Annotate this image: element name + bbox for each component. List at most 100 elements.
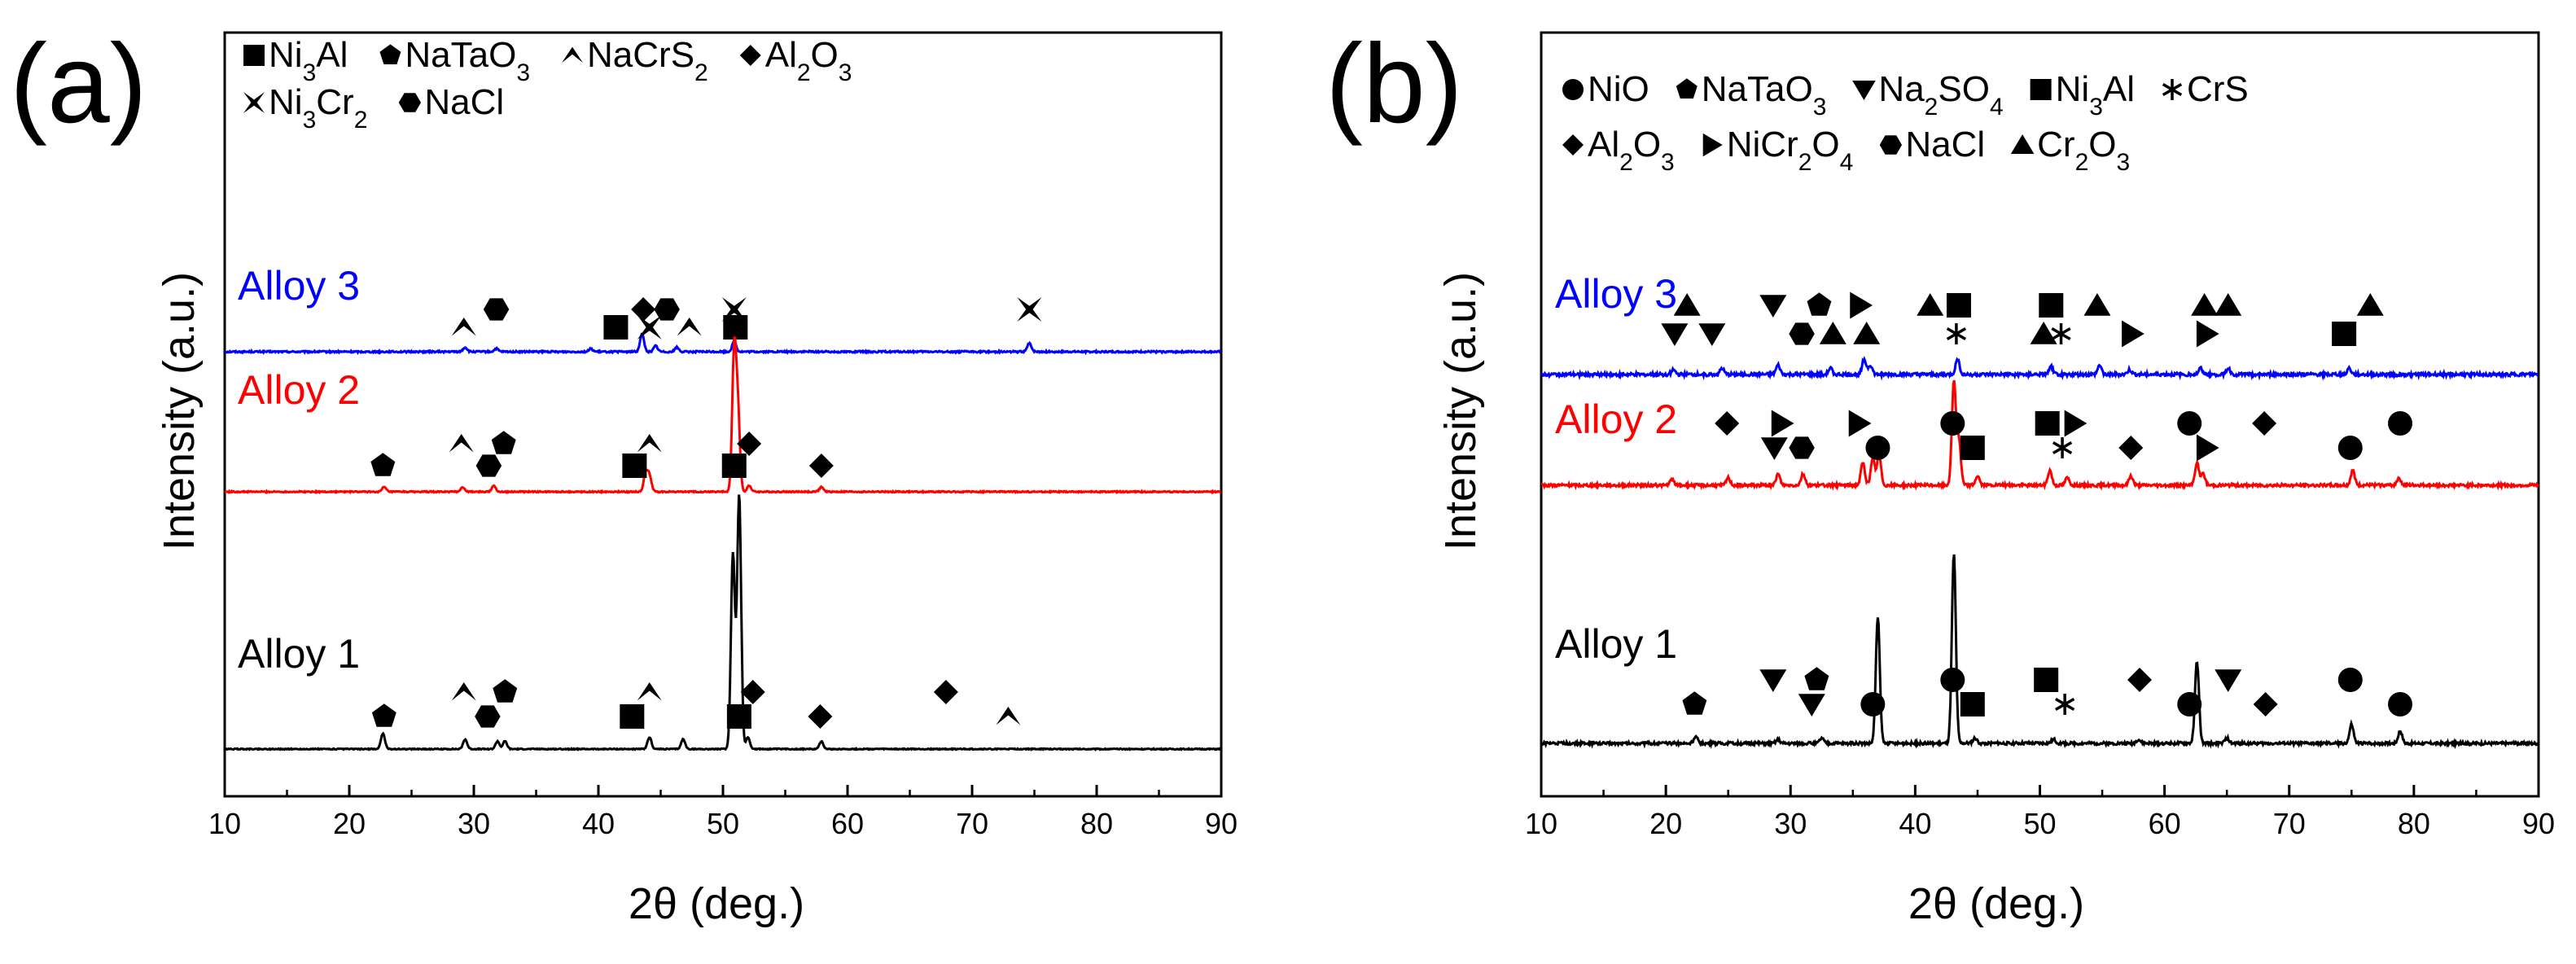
legend-base: NaCl bbox=[1905, 125, 1985, 164]
panel-b-xlabel: 2θ (deg.) bbox=[1908, 879, 2084, 928]
panel-b-triangle-right-marker-icon bbox=[1771, 410, 1794, 437]
panel-b-series-label: Alloy 1 bbox=[1555, 621, 1677, 667]
legend-base: NiO bbox=[1588, 69, 1649, 109]
panel-a-xtick-label: 40 bbox=[582, 807, 615, 840]
panel-a-series-label: Alloy 1 bbox=[238, 631, 360, 677]
panel-b-xtick-label: 10 bbox=[1525, 807, 1557, 840]
legend-sub2: 3 bbox=[839, 59, 852, 86]
panel-a-xtick-label: 30 bbox=[458, 807, 490, 840]
panel-a-legend-item: Al2O3 bbox=[765, 35, 852, 86]
panel-b-triangle-down-marker-icon bbox=[1698, 323, 1726, 346]
panel-b-series-alloy-1-line bbox=[1540, 554, 2539, 750]
panel-b-asterisk-marker-icon bbox=[2051, 323, 2071, 344]
panel-a-legend-item: NaCrS2 bbox=[587, 35, 708, 86]
panel-b-square-marker-icon bbox=[2035, 411, 2060, 436]
panel-b: (b) Intensity (a.u.) 2θ (deg.) NiO NaTaO3… bbox=[1325, 21, 2555, 928]
panel-b-legend-square-icon bbox=[2030, 79, 2052, 100]
legend-base: Al bbox=[1588, 125, 1619, 164]
panel-a-caret-marker-icon bbox=[449, 434, 474, 453]
panel-a-diamond-marker-icon bbox=[740, 680, 765, 704]
panel-a-diamond-marker-icon bbox=[808, 454, 834, 478]
legend-sub: 3 bbox=[2089, 94, 2103, 120]
panel-a-diamond-marker-icon bbox=[933, 680, 958, 704]
panel-b-hexagon-marker-icon bbox=[1789, 322, 1815, 345]
panel-b-triangle-right-marker-icon bbox=[1848, 410, 1872, 437]
legend-base: NaCrS bbox=[587, 35, 694, 75]
panel-b-xtick-label: 30 bbox=[1774, 807, 1807, 840]
panel-b-triangle-up-marker-icon bbox=[2083, 293, 2111, 316]
legend-sub: 3 bbox=[516, 59, 530, 86]
panel-b-circle-marker-icon bbox=[1940, 411, 1965, 436]
panel-a-square-marker-icon bbox=[723, 315, 748, 340]
panel-a-star4-marker-icon bbox=[1017, 297, 1042, 322]
panel-a-xtick-label: 50 bbox=[707, 807, 739, 840]
legend-sub: 3 bbox=[1813, 94, 1827, 120]
panel-a-xtick-label: 20 bbox=[333, 807, 366, 840]
panel-b-asterisk-marker-icon bbox=[2052, 437, 2073, 458]
panel-b-circle-marker-icon bbox=[1940, 668, 1965, 692]
panel-b-legend-pentagon-icon bbox=[1676, 78, 1698, 99]
legend-rest: O bbox=[1812, 125, 1839, 164]
panel-a-square-marker-icon bbox=[603, 315, 629, 340]
legend-rest: SO bbox=[1938, 69, 1990, 109]
panel-a-hexagon-marker-icon bbox=[475, 454, 502, 477]
panel-b-xtick-label: 60 bbox=[2149, 807, 2181, 840]
legend-sub: 2 bbox=[1925, 94, 1939, 120]
panel-b-legend-triangle-up-icon bbox=[2010, 134, 2035, 155]
legend-base: CrS bbox=[2187, 69, 2249, 109]
panel-b-triangle-down-marker-icon bbox=[1798, 694, 1825, 716]
panel-b-legend-triangle-right-icon bbox=[1702, 133, 1723, 157]
legend-base: NaCl bbox=[424, 82, 504, 122]
panel-b-square-marker-icon bbox=[1946, 293, 1971, 318]
panel-a-diamond-marker-icon bbox=[808, 704, 833, 729]
panel-b-triangle-up-marker-icon bbox=[2191, 293, 2219, 316]
panel-a-xtick-label: 10 bbox=[208, 807, 241, 840]
panel-b-circle-marker-icon bbox=[2177, 692, 2202, 716]
panel-a-xtick-label: 70 bbox=[956, 807, 988, 840]
panel-b-triangle-down-marker-icon bbox=[1661, 323, 1689, 346]
panel-b-legend-item: CrS bbox=[2187, 69, 2249, 109]
panel-b-legend-item: NiCr2O4 bbox=[1727, 125, 1854, 176]
panel-b-diamond-marker-icon bbox=[2118, 436, 2144, 460]
panel-b-diamond-marker-icon bbox=[1715, 411, 1740, 436]
panel-a-caret-marker-icon bbox=[637, 682, 662, 701]
panel-a-pentagon-marker-icon bbox=[371, 703, 396, 727]
panel-b-diamond-marker-icon bbox=[2127, 668, 2152, 692]
panel-b-square-marker-icon bbox=[2039, 293, 2064, 318]
panel-a-pentagon-marker-icon bbox=[491, 431, 516, 454]
legend-rest: O bbox=[1633, 125, 1661, 164]
legend-base: Cr bbox=[2037, 125, 2074, 164]
legend-base: Ni bbox=[269, 82, 303, 122]
panel-b-legend-item: Na2SO4 bbox=[1878, 69, 2003, 120]
panel-b-triangle-down-marker-icon bbox=[1760, 437, 1788, 460]
panel-b-circle-marker-icon bbox=[2177, 411, 2202, 436]
legend-sub: 2 bbox=[797, 59, 811, 86]
panel-b-legend-circle-icon bbox=[1562, 79, 1584, 100]
legend-sub2: 3 bbox=[2116, 149, 2130, 176]
panel-a-legend-item: NaTaO3 bbox=[405, 35, 530, 86]
panel-b-series-alloy-2-line bbox=[1541, 379, 2539, 492]
panel-b-legend-item: NaTaO3 bbox=[1702, 69, 1827, 120]
panel-b-xtick-label: 80 bbox=[2398, 807, 2430, 840]
panel-b-legend-item: NiO bbox=[1588, 69, 1649, 109]
panel-b-legend-hexagon-icon bbox=[1879, 135, 1902, 155]
panel-a-square-marker-icon bbox=[721, 454, 747, 478]
panel-a-series: Alloy 3 Alloy 2 Alloy 1 bbox=[224, 263, 1222, 751]
legend-base: Ni bbox=[269, 35, 303, 75]
panel-a-hexagon-marker-icon bbox=[654, 298, 680, 321]
panel-b-xtick-label: 90 bbox=[2522, 807, 2555, 840]
panel-a-xtick-label: 80 bbox=[1080, 807, 1113, 840]
panel-b-circle-marker-icon bbox=[1865, 436, 1890, 460]
panel-b-triangle-right-marker-icon bbox=[2196, 434, 2219, 462]
panel-a-square-marker-icon bbox=[622, 454, 647, 478]
panel-b-triangle-up-marker-icon bbox=[2030, 322, 2057, 344]
panel-b-triangle-down-marker-icon bbox=[2215, 669, 2242, 692]
panel-b-xtick-label: 20 bbox=[1649, 807, 1682, 840]
panel-b-label: (b) bbox=[1325, 21, 1463, 147]
panel-b-asterisk-marker-icon bbox=[2054, 694, 2075, 715]
panel-b-triangle-up-marker-icon bbox=[2215, 293, 2242, 316]
legend-rest: Al bbox=[316, 35, 348, 75]
panel-b-xtick-label: 50 bbox=[2023, 807, 2056, 840]
panel-b-xtick-label: 40 bbox=[1899, 807, 1931, 840]
panel-a-pentagon-marker-icon bbox=[370, 453, 396, 476]
